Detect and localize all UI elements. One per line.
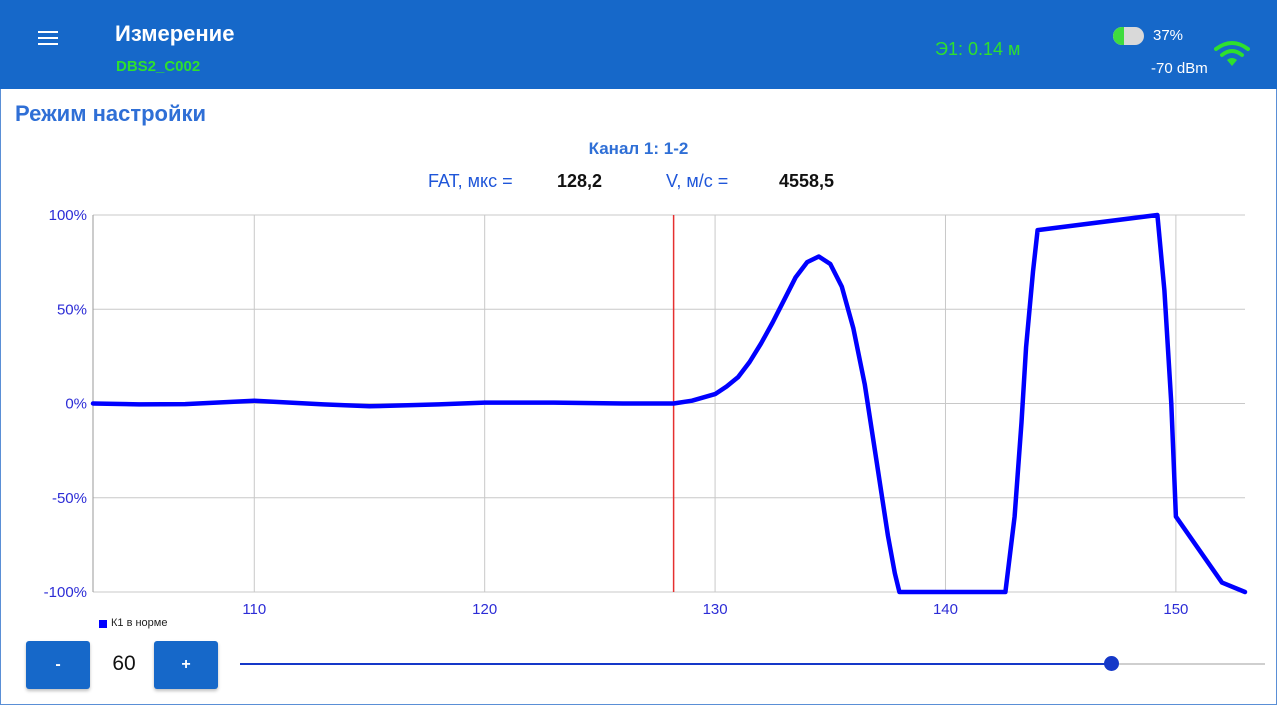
menu-icon[interactable] bbox=[38, 30, 58, 46]
legend-label: К1 в норме bbox=[111, 617, 168, 629]
x-tick-label: 140 bbox=[933, 601, 958, 618]
channel-label: Канал 1: 1-2 bbox=[588, 139, 689, 158]
gain-value: 60 bbox=[112, 652, 136, 675]
mode-title: Режим настройки bbox=[15, 101, 207, 126]
y-tick-label: -50% bbox=[52, 490, 87, 507]
wifi-icon bbox=[1214, 41, 1250, 66]
velocity-label: V, м/с = bbox=[666, 171, 729, 191]
x-tick-label: 150 bbox=[1163, 601, 1188, 618]
y-tick-label: 0% bbox=[65, 396, 87, 413]
fat-label: FAT, мкс = bbox=[428, 171, 513, 191]
battery-percent: 37% bbox=[1153, 27, 1184, 44]
x-tick-label: 110 bbox=[242, 601, 266, 618]
decrease-button[interactable]: - bbox=[26, 641, 90, 689]
fat-value: 128,2 bbox=[557, 171, 603, 191]
signal-strength: -70 dBm bbox=[1151, 60, 1208, 77]
app-bar: Измерение DBS2_C002 Э1: 0.14 м 37% -70 d… bbox=[0, 0, 1277, 89]
e1-readout: Э1: 0.14 м bbox=[935, 39, 1021, 59]
chart-ticks: 100% 50% 0% -50% -100% 110 120 130 140 150 bbox=[44, 207, 1189, 618]
device-id: DBS2_C002 bbox=[116, 58, 201, 75]
y-tick-label: 100% bbox=[49, 207, 87, 224]
legend-swatch bbox=[99, 620, 107, 628]
y-tick-label: 50% bbox=[57, 301, 87, 318]
x-tick-label: 120 bbox=[472, 601, 497, 618]
battery-icon bbox=[1113, 27, 1144, 45]
page-title: Измерение bbox=[115, 21, 235, 46]
slider-thumb[interactable] bbox=[1103, 656, 1119, 671]
velocity-value: 4558,5 bbox=[779, 171, 835, 191]
slider-track-filled[interactable] bbox=[240, 663, 1112, 665]
x-tick-label: 130 bbox=[703, 601, 728, 618]
slider-track[interactable] bbox=[1111, 663, 1265, 665]
chart-series bbox=[90, 212, 1248, 595]
series-line-k1 bbox=[90, 212, 1248, 595]
y-tick-label: -100% bbox=[44, 584, 87, 601]
increase-button[interactable]: + bbox=[154, 641, 218, 689]
